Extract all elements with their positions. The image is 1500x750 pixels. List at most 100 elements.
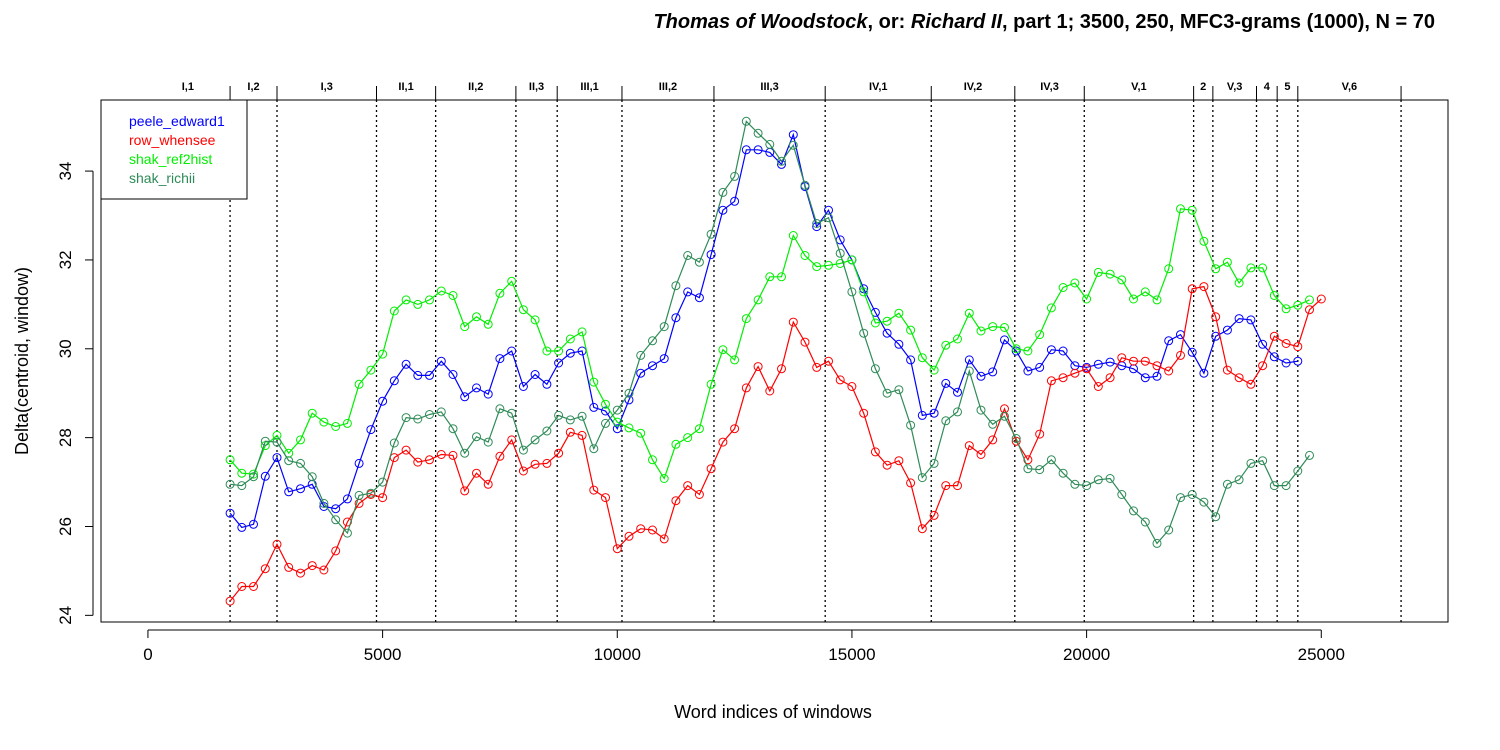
data-point <box>1093 475 1103 485</box>
data-point <box>542 458 552 468</box>
data-point <box>1258 361 1268 371</box>
data-point <box>495 451 505 461</box>
data-point <box>530 459 540 469</box>
data-point <box>917 473 927 483</box>
data-point <box>389 306 399 316</box>
data-point <box>870 447 880 457</box>
data-point <box>378 349 388 359</box>
data-point <box>929 365 939 375</box>
title-part: Richard II <box>911 11 1003 33</box>
data-point <box>448 424 458 434</box>
data-point <box>1129 506 1138 516</box>
data-point <box>1105 357 1115 367</box>
data-point <box>777 272 786 282</box>
y-tick-label: 24 <box>56 606 75 625</box>
data-point <box>1246 379 1256 389</box>
data-point <box>800 180 810 190</box>
data-point <box>342 528 352 538</box>
scene-label: 4 <box>1264 81 1271 93</box>
data-point <box>976 326 986 336</box>
data-point <box>565 334 575 344</box>
data-point <box>1234 373 1244 383</box>
data-point <box>1164 525 1174 535</box>
data-point <box>765 386 775 396</box>
scene-labels: I,1 I,2 I,3 II,1 II,2 II,3 III,1 III,2 III,3 IV,1… <box>182 81 1357 93</box>
data-point <box>765 139 775 149</box>
data-point <box>870 318 880 328</box>
data-point <box>1058 373 1068 383</box>
data-point <box>917 353 927 363</box>
data-point <box>296 458 305 468</box>
data-point <box>1070 368 1080 378</box>
data-point <box>1000 335 1009 345</box>
data-point <box>706 379 716 389</box>
data-point <box>237 582 247 591</box>
series-line <box>229 208 1310 480</box>
data-point <box>777 156 786 166</box>
data-point <box>1035 330 1045 340</box>
data-point <box>284 562 294 572</box>
data-point <box>307 561 317 571</box>
data-point <box>483 389 493 399</box>
scene-label: III,1 <box>580 81 598 93</box>
data-point <box>953 334 962 344</box>
data-point <box>800 251 810 260</box>
legend-entry: row_whensee <box>129 132 216 148</box>
data-point <box>1199 368 1209 378</box>
data-point <box>847 287 857 297</box>
data-point <box>882 316 892 326</box>
data-point <box>694 293 704 303</box>
data-point <box>1211 312 1221 322</box>
data-point <box>894 308 904 318</box>
data-point <box>1058 468 1068 478</box>
data-point <box>659 354 669 364</box>
data-point <box>894 339 904 349</box>
data-point <box>941 378 951 388</box>
data-point <box>988 322 998 332</box>
data-point <box>436 286 446 296</box>
data-point <box>436 450 446 459</box>
data-point <box>1070 479 1080 489</box>
data-point <box>518 445 528 455</box>
data-point <box>354 379 364 389</box>
data-point <box>260 436 270 446</box>
legend: peele_edward1 row_whensee shak_ref2histsha… <box>100 99 248 200</box>
data-point <box>413 370 423 380</box>
data-point <box>1222 365 1232 375</box>
data-point <box>413 457 423 467</box>
data-point <box>753 362 763 372</box>
data-point <box>284 487 294 497</box>
x-tick-label: 10000 <box>594 645 641 664</box>
data-point <box>378 477 388 487</box>
legend-entry: shak_ref2hist <box>129 151 212 167</box>
data-point <box>730 355 740 365</box>
data-point <box>1258 263 1268 273</box>
data-point <box>612 424 622 434</box>
data-point <box>225 479 235 489</box>
data-point <box>1187 490 1197 499</box>
data-point <box>1258 456 1268 466</box>
data-point <box>953 407 962 417</box>
data-point <box>624 388 634 398</box>
data-point <box>1152 371 1162 381</box>
series-row_whensee <box>225 282 1326 606</box>
data-point <box>1187 347 1197 357</box>
scene-label: IV,2 <box>964 81 983 93</box>
scene-label: 2 <box>1200 81 1206 93</box>
data-point <box>296 568 305 578</box>
series-line <box>230 120 1310 545</box>
data-point <box>483 319 493 329</box>
plot-frame <box>100 99 1449 623</box>
data-point <box>483 437 493 447</box>
data-point <box>1281 481 1291 491</box>
data-point <box>554 410 564 420</box>
data-point <box>906 355 916 365</box>
data-point <box>413 299 423 309</box>
data-point <box>366 365 376 375</box>
data-point <box>425 295 434 305</box>
data-point <box>577 327 587 337</box>
data-point <box>507 408 517 418</box>
data-point <box>1152 361 1162 371</box>
data-point <box>331 504 341 514</box>
